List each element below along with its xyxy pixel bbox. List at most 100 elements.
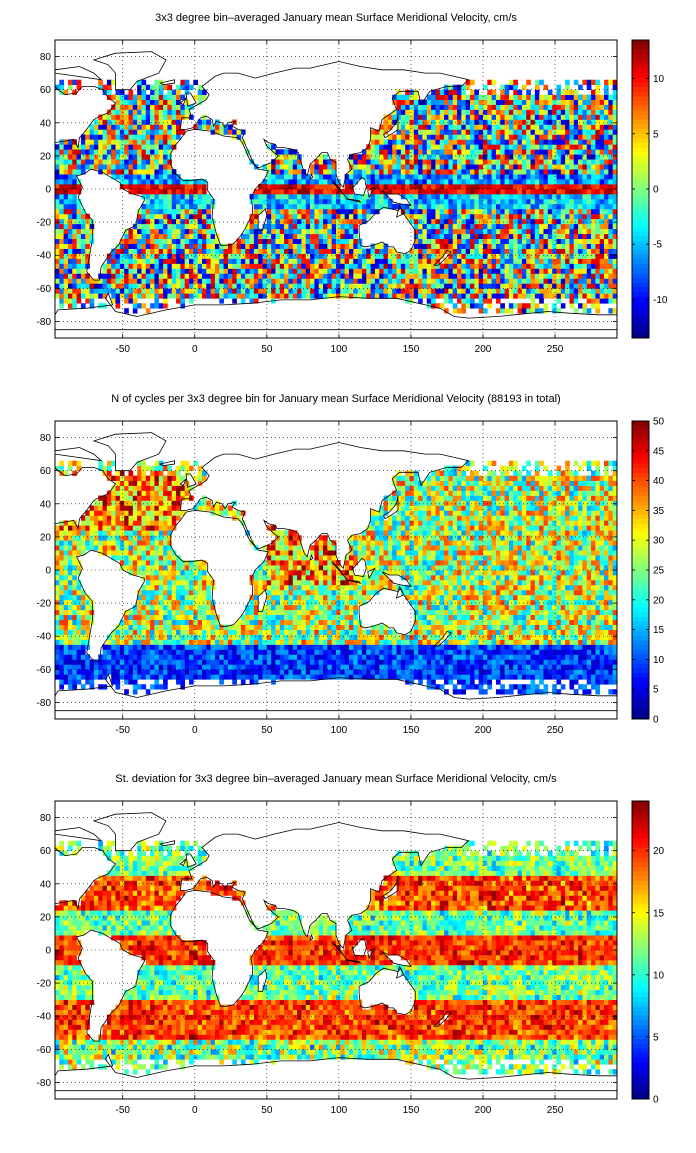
heatmap-cell — [133, 288, 138, 293]
heatmap-cell — [366, 169, 371, 174]
heatmap-cell — [288, 254, 293, 259]
heatmap-cell — [409, 298, 414, 303]
heatmap-cell — [539, 119, 544, 124]
heatmap-cell — [228, 264, 233, 269]
heatmap-cell — [548, 159, 553, 164]
heatmap-cell — [414, 268, 419, 273]
heatmap-cell — [569, 229, 574, 234]
heatmap-cell — [582, 209, 587, 214]
heatmap-cell — [453, 115, 458, 120]
heatmap-cell — [172, 249, 177, 254]
heatmap-cell — [535, 288, 540, 293]
heatmap-cell — [137, 239, 142, 244]
heatmap-cell — [215, 293, 220, 298]
heatmap-cell — [323, 194, 328, 199]
heatmap-cell — [448, 139, 453, 144]
heatmap-cell — [513, 264, 518, 269]
heatmap-cell — [271, 288, 276, 293]
heatmap-cell — [582, 199, 587, 204]
heatmap-cell — [72, 90, 77, 95]
heatmap-cell — [288, 169, 293, 174]
heatmap-cell — [487, 95, 492, 100]
heatmap-cell — [85, 249, 90, 254]
heatmap-cell — [552, 134, 557, 139]
heatmap-cell — [440, 669, 445, 674]
heatmap-cell — [604, 169, 609, 174]
heatmap-cell — [418, 278, 423, 283]
heatmap-cell — [116, 144, 121, 149]
heatmap-cell — [267, 273, 272, 278]
heatmap-cell — [522, 169, 527, 174]
heatmap-cell — [159, 204, 164, 209]
heatmap-cell — [595, 134, 600, 139]
heatmap-cell — [561, 214, 566, 219]
heatmap-cell — [176, 674, 181, 679]
heatmap-cell — [500, 194, 505, 199]
heatmap-cell — [466, 139, 471, 144]
heatmap-cell — [159, 174, 164, 179]
heatmap-cell — [457, 144, 462, 149]
heatmap-cell — [487, 129, 492, 134]
heatmap-cell — [474, 273, 479, 278]
heatmap-cell — [206, 229, 211, 234]
heatmap-cell — [500, 674, 505, 679]
heatmap-cell — [409, 149, 414, 154]
heatmap-cell — [427, 209, 432, 214]
heatmap-cell — [232, 293, 237, 298]
heatmap-cell — [150, 209, 155, 214]
heatmap-cell — [193, 234, 198, 239]
heatmap-cell — [358, 264, 363, 269]
heatmap-cell — [189, 199, 194, 204]
heatmap-cell — [556, 105, 561, 110]
heatmap-cell — [172, 669, 177, 674]
heatmap-cell — [280, 288, 285, 293]
heatmap-cell — [448, 164, 453, 169]
heatmap-cell — [185, 239, 190, 244]
colorbar-segment — [632, 277, 649, 282]
heatmap-cell — [288, 229, 293, 234]
heatmap-cell — [250, 288, 255, 293]
heatmap-cell — [275, 189, 280, 194]
heatmap-cell — [55, 278, 60, 283]
heatmap-cell — [397, 293, 402, 298]
heatmap-cell — [479, 268, 484, 273]
heatmap-cell — [591, 184, 596, 189]
heatmap-cell — [167, 264, 172, 269]
heatmap-cell — [379, 159, 384, 164]
heatmap-cell — [172, 184, 177, 189]
heatmap-cell — [72, 273, 77, 278]
y-tick-label: -20 — [37, 218, 52, 229]
heatmap-cell — [405, 283, 410, 288]
heatmap-cell — [81, 139, 86, 144]
heatmap-cell — [288, 214, 293, 219]
heatmap-cell — [163, 124, 168, 129]
heatmap-cell — [241, 679, 246, 684]
heatmap-cell — [582, 179, 587, 184]
heatmap-cell — [608, 219, 613, 224]
heatmap-cell — [55, 283, 60, 288]
heatmap-cell — [427, 679, 432, 684]
heatmap-cell — [124, 254, 129, 259]
heatmap-cell — [397, 273, 402, 278]
heatmap-cell — [172, 204, 177, 209]
heatmap-cell — [154, 100, 159, 105]
heatmap-cell — [582, 134, 587, 139]
heatmap-cell — [384, 124, 389, 129]
heatmap-cell — [163, 244, 168, 249]
heatmap-cell — [301, 288, 306, 293]
heatmap-cell — [267, 209, 272, 214]
heatmap-cell — [154, 189, 159, 194]
heatmap-cell — [448, 189, 453, 194]
heatmap-cell — [587, 134, 592, 139]
heatmap-cell — [556, 115, 561, 120]
heatmap-cell — [427, 124, 432, 129]
heatmap-cell — [600, 219, 605, 224]
heatmap-cell — [522, 95, 527, 100]
heatmap-cell — [556, 154, 561, 159]
heatmap-cell — [461, 129, 466, 134]
heatmap-cell — [150, 264, 155, 269]
heatmap-cell — [466, 303, 471, 308]
heatmap-cell — [384, 268, 389, 273]
heatmap-cell — [128, 268, 133, 273]
heatmap-cell — [500, 90, 505, 95]
